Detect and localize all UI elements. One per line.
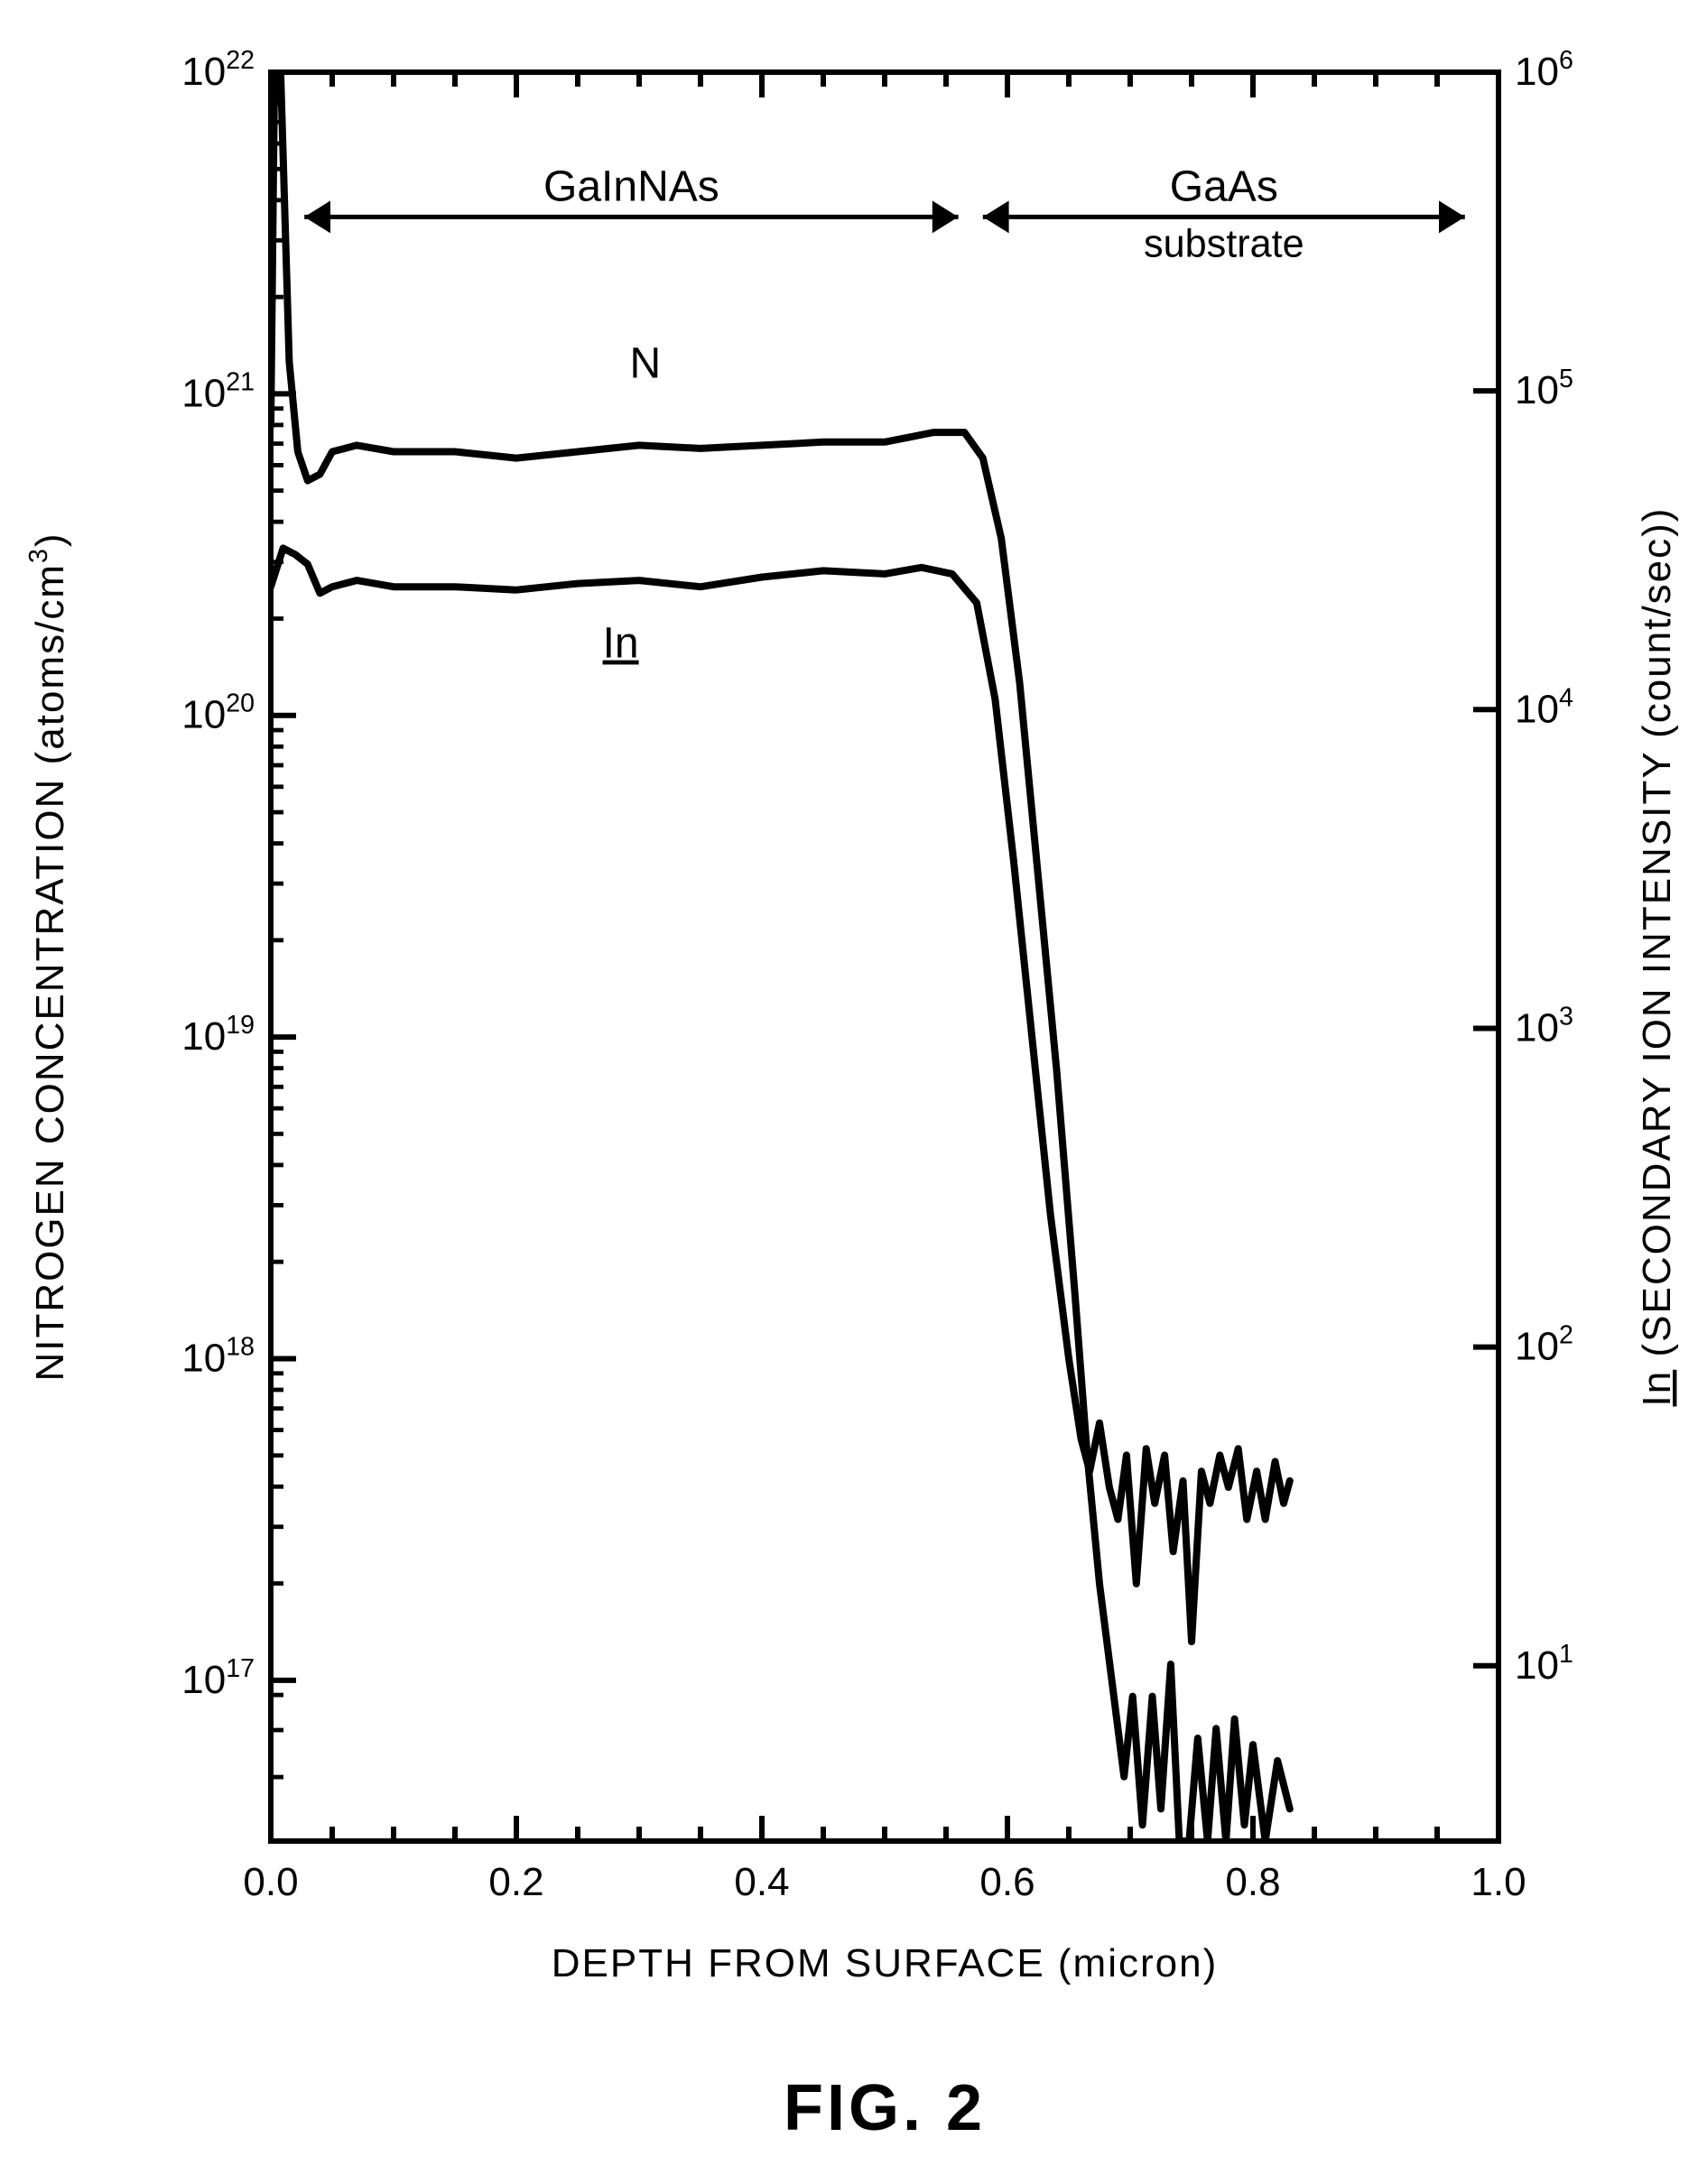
x-tick-label: 0.0 xyxy=(243,1860,298,1904)
svg-text:In (SECONDARY ION INTENSITY (c: In (SECONDARY ION INTENSITY (count/sec)) xyxy=(1635,507,1679,1407)
sims-depth-profile-chart: 0.0 0.2 0.4 0.6 0.8 1.0 DEPTH FROM SURFACE (mi… xyxy=(0,0,1698,2184)
figure-caption: FIG. 2 xyxy=(784,2072,986,2144)
y-left-tick-label: 1022 xyxy=(181,46,255,94)
x-tick-label: 0.4 xyxy=(734,1860,789,1904)
arrowhead-left-icon xyxy=(983,200,1009,233)
plot-border xyxy=(271,72,1499,1841)
y-right-tick-label: 105 xyxy=(1515,365,1573,412)
y-left-tick-label: 1021 xyxy=(181,367,255,415)
figure-container: { "caption": "FIG. 2", "chart": { "type"… xyxy=(0,0,1698,2184)
y-left-tick-label: 1019 xyxy=(181,1011,255,1059)
x-axis-label: DEPTH FROM SURFACE (micron) xyxy=(552,1941,1218,1985)
series-in xyxy=(271,548,1290,1642)
y-left-axis-label: NITROGEN CONCENTRATION (atoms/cm3) xyxy=(24,532,72,1381)
y-right-tick-label: 102 xyxy=(1515,1321,1573,1369)
x-tick-label: 1.0 xyxy=(1471,1860,1526,1904)
y-left-tick-label: 1018 xyxy=(181,1332,255,1380)
arrowhead-right-icon xyxy=(1439,200,1465,233)
y-right-tick-label: 104 xyxy=(1515,683,1573,731)
series-label-n: N xyxy=(629,340,661,388)
y-right-tick-label: 106 xyxy=(1515,46,1573,94)
arrowhead-right-icon xyxy=(933,200,959,233)
y-right-tick-label: 103 xyxy=(1515,1002,1573,1050)
region-label: substrate xyxy=(1144,222,1304,265)
x-tick-label: 0.2 xyxy=(488,1860,543,1904)
y-right-axis-label: In (SECONDARY ION INTENSITY (count/sec)) xyxy=(1635,507,1679,1407)
y-left-tick-label: 1017 xyxy=(181,1654,255,1702)
series-label-in: In xyxy=(603,620,639,668)
x-tick-label: 0.8 xyxy=(1225,1860,1280,1904)
region-label: GaInNAs xyxy=(543,162,719,210)
arrowhead-left-icon xyxy=(304,200,330,233)
x-tick-label: 0.6 xyxy=(979,1860,1035,1904)
y-right-tick-label: 101 xyxy=(1515,1640,1573,1688)
y-left-tick-label: 1020 xyxy=(181,689,255,737)
region-label: GaAs xyxy=(1170,162,1278,210)
svg-text:NITROGEN CONCENTRATION (atoms/: NITROGEN CONCENTRATION (atoms/cm3) xyxy=(24,532,72,1381)
